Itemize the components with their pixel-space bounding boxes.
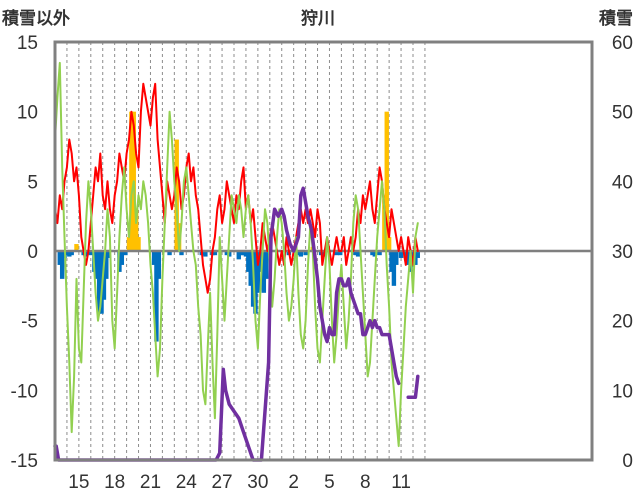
precip-bar <box>156 251 162 279</box>
precip-bar <box>64 251 70 256</box>
precip-bar <box>94 251 99 279</box>
right-tick-label: 30 <box>612 242 633 263</box>
precip-bar <box>253 251 258 314</box>
precip-bar <box>406 251 411 265</box>
precip-bar <box>236 251 241 260</box>
precip-bar <box>238 251 244 256</box>
x-tick-label: 27 <box>211 472 232 493</box>
plot-border <box>53 40 594 462</box>
precip-bar <box>133 209 139 251</box>
precip-bar <box>129 111 134 252</box>
precip-bar <box>106 251 111 258</box>
precip-bar <box>83 251 89 257</box>
precip-bar <box>154 251 159 342</box>
x-tick-label: 18 <box>104 472 125 493</box>
x-tick-label: 8 <box>360 472 371 493</box>
precip-bar <box>179 251 184 256</box>
precip-bar <box>96 251 102 314</box>
x-tick-label: 24 <box>176 472 198 493</box>
left-tick-label: 5 <box>27 172 38 193</box>
precip-bar <box>355 251 361 257</box>
precip-bar <box>203 251 208 257</box>
left-tick-label: -15 <box>11 451 38 472</box>
right-tick-label: 60 <box>612 33 633 54</box>
precip-bar <box>88 251 93 256</box>
precip-bar <box>67 251 72 257</box>
left-tick-label: 0 <box>27 242 38 263</box>
right-tick-label: 50 <box>612 103 633 124</box>
precip-bar <box>353 251 358 256</box>
precip-bar <box>386 237 392 251</box>
x-tick-label: 11 <box>391 472 411 493</box>
precip-bar <box>119 251 125 265</box>
right-tick-label: 40 <box>612 172 633 193</box>
precip-bar <box>241 251 246 256</box>
x-tick-label: 15 <box>68 472 89 493</box>
series-lines <box>53 61 420 462</box>
precip-bar <box>303 251 308 256</box>
left-tick-label: -5 <box>21 312 38 333</box>
right-tick-label: 10 <box>612 381 633 402</box>
left-axis-title: 積雪以外 <box>2 8 70 28</box>
precip-bar <box>372 251 378 257</box>
left-tick-label: 15 <box>17 33 38 54</box>
precip-bar <box>224 251 230 256</box>
precip-bar <box>261 251 267 293</box>
precip-bar <box>246 251 251 272</box>
precip-bar <box>338 251 343 256</box>
precip-bar <box>104 251 109 279</box>
precip-bar <box>415 251 420 258</box>
precip-bar <box>248 251 253 286</box>
precip-bar <box>370 251 375 256</box>
right-tick-label: 20 <box>612 312 633 333</box>
green-series-line <box>54 61 419 448</box>
precip-bar <box>394 251 399 265</box>
right-axis-ticks: 60 50 40 30 20 10 0 <box>612 33 633 472</box>
precip-bar <box>243 251 249 257</box>
precip-bar <box>389 251 394 272</box>
precip-bar <box>126 237 132 251</box>
precip-bar <box>57 251 62 265</box>
precip-bar <box>151 251 157 265</box>
red-series-line <box>54 82 419 294</box>
precip-bar <box>123 251 128 256</box>
left-tick-label: 10 <box>17 103 38 124</box>
x-tick-label: 21 <box>140 472 161 493</box>
left-tick-label: -10 <box>11 381 38 402</box>
precip-bar <box>334 251 339 256</box>
precip-bar <box>117 251 122 272</box>
left-axis-ticks: 15 10 5 0 -5 -10 -15 <box>11 33 38 472</box>
precip-bar <box>264 251 269 279</box>
precip-bar <box>298 251 304 257</box>
precip-bar <box>69 251 74 256</box>
precip-bar <box>174 139 179 251</box>
precip-bar <box>391 251 397 286</box>
chart-title: 狩川 <box>301 8 335 28</box>
purple-series-line <box>53 186 401 462</box>
purple-series-line <box>406 374 420 400</box>
precip-bar <box>258 251 263 272</box>
precip-bar <box>167 251 172 256</box>
precip-bar <box>136 237 141 251</box>
precip-bar <box>398 251 404 258</box>
x-tick-label: 5 <box>324 472 335 493</box>
right-axis-title: 積雪 <box>599 8 633 28</box>
x-tick-label: 30 <box>247 472 268 493</box>
precip-bar <box>377 251 382 256</box>
x-tick-label: 2 <box>288 472 299 493</box>
x-axis-ticks: 15 18 21 24 27 30 2 5 8 11 <box>68 472 411 493</box>
precip-bar <box>384 111 389 252</box>
precip-bar <box>74 244 79 251</box>
precip-bar <box>255 251 261 293</box>
precip-bar <box>212 251 218 256</box>
precip-bar <box>59 251 65 279</box>
right-tick-label: 0 <box>622 451 633 472</box>
